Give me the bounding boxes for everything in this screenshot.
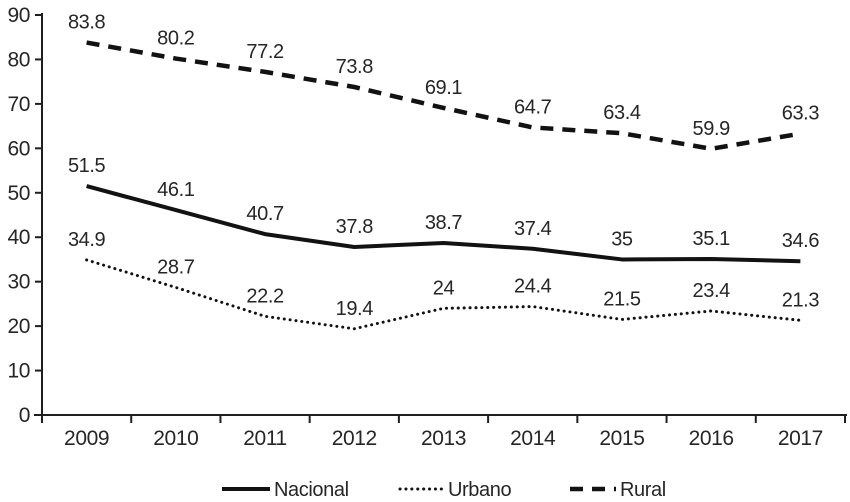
data-label-rural: 80.2 bbox=[157, 28, 195, 50]
data-label-rural: 59.9 bbox=[693, 118, 731, 140]
y-axis-tick-label: 40 bbox=[7, 226, 30, 249]
data-label-rural: 83.8 bbox=[68, 12, 106, 34]
data-label-nacional: 35 bbox=[611, 228, 633, 250]
data-label-rural: 64.7 bbox=[514, 96, 552, 118]
y-axis-tick-label: 20 bbox=[7, 315, 30, 338]
data-label-nacional: 51.5 bbox=[68, 155, 106, 177]
data-label-nacional: 40.7 bbox=[246, 203, 284, 225]
y-axis-tick-label: 80 bbox=[7, 48, 30, 71]
y-axis-tick-label: 70 bbox=[7, 93, 30, 116]
data-label-rural: 63.3 bbox=[782, 103, 820, 125]
x-axis-tick-label: 2016 bbox=[689, 427, 734, 450]
legend-label-nacional: Nacional bbox=[274, 479, 349, 501]
data-label-urbano: 24 bbox=[433, 277, 455, 299]
x-axis-tick-label: 2012 bbox=[332, 427, 377, 450]
x-axis-tick-label: 2015 bbox=[599, 427, 644, 450]
data-label-rural: 63.4 bbox=[603, 102, 641, 124]
x-axis-tick-label: 2009 bbox=[64, 427, 109, 450]
data-label-urbano: 19.4 bbox=[336, 298, 374, 320]
data-label-rural: 77.2 bbox=[246, 41, 284, 63]
y-axis-tick-label: 90 bbox=[7, 4, 30, 27]
series-line-rural bbox=[86, 40, 801, 152]
data-label-urbano: 23.4 bbox=[693, 280, 731, 302]
legend-label-rural: Rural bbox=[620, 479, 666, 501]
y-axis-tick-label: 10 bbox=[7, 360, 30, 383]
data-label-rural: 69.1 bbox=[425, 77, 463, 99]
series-line-urbano bbox=[85, 258, 802, 331]
data-label-nacional: 37.4 bbox=[514, 218, 552, 240]
data-label-urbano: 21.5 bbox=[603, 288, 641, 310]
data-label-nacional: 37.8 bbox=[336, 216, 374, 238]
data-label-nacional: 38.7 bbox=[425, 212, 463, 234]
data-label-rural: 73.8 bbox=[336, 56, 374, 78]
legend-label-urbano: Urbano bbox=[448, 479, 511, 501]
y-axis-tick-label: 50 bbox=[7, 182, 30, 205]
data-label-nacional: 35.1 bbox=[693, 228, 731, 250]
y-axis-tick-label: 30 bbox=[7, 271, 30, 294]
x-axis-tick-label: 2010 bbox=[153, 427, 198, 450]
series-line-nacional bbox=[86, 184, 801, 264]
data-label-urbano: 21.3 bbox=[782, 289, 820, 311]
data-label-urbano: 24.4 bbox=[514, 276, 552, 298]
data-label-urbano: 22.2 bbox=[246, 285, 284, 307]
data-label-nacional: 34.6 bbox=[782, 230, 820, 252]
y-axis-tick-label: 60 bbox=[7, 137, 30, 160]
x-axis-tick-label: 2017 bbox=[778, 427, 823, 450]
x-axis-tick-label: 2011 bbox=[243, 427, 287, 450]
data-label-urbano: 34.9 bbox=[68, 229, 106, 251]
x-axis-tick-label: 2013 bbox=[421, 427, 466, 450]
data-label-urbano: 28.7 bbox=[157, 256, 195, 278]
x-axis-tick-label: 2014 bbox=[510, 427, 556, 450]
data-label-nacional: 46.1 bbox=[157, 179, 195, 201]
y-axis-tick-label: 0 bbox=[19, 404, 30, 427]
